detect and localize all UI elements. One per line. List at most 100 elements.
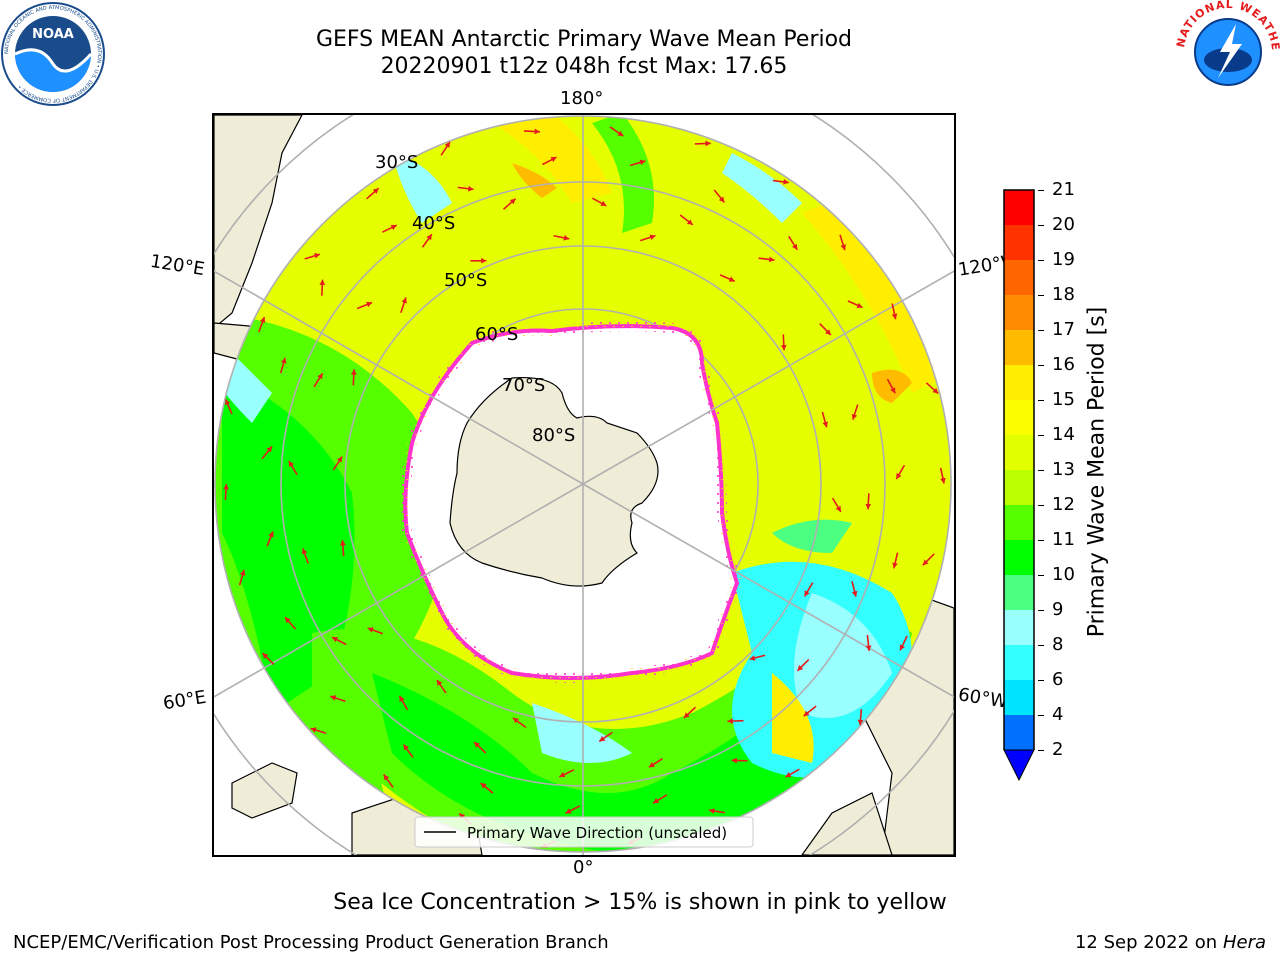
colorbar-tick-mark [1038, 680, 1044, 681]
wave-arrow-head [825, 329, 831, 336]
colorbar-tick-label: 16 [1052, 354, 1075, 375]
legend-label: Primary Wave Direction (unscaled) [467, 824, 727, 842]
antarctica-landmass [449, 376, 659, 587]
colorbar-segment [1004, 575, 1034, 610]
colorbar-tick-mark [1038, 400, 1044, 401]
wave-arrow-head [474, 742, 480, 748]
wave-arrow-head [600, 200, 607, 206]
colorbar-tick-label: 6 [1052, 669, 1064, 690]
map-frame [212, 113, 956, 857]
colorbar-tick-label: 15 [1052, 389, 1075, 410]
wave-arrow-head [865, 645, 872, 651]
wave-arrow-head [534, 128, 540, 135]
wave-arrow-head [366, 301, 373, 308]
wave-arrow-head [223, 484, 229, 490]
colorbar-segment [1004, 715, 1034, 750]
lat-label-50s: 50°S [444, 270, 487, 291]
wave-arrow-head [727, 718, 733, 724]
wave-arrow-head [768, 256, 775, 263]
lat-label-40s: 40°S [412, 213, 455, 234]
wave-arrow-head [857, 719, 864, 726]
wave-arrow-head [301, 548, 308, 555]
colorbar-tick-mark [1038, 715, 1044, 716]
wave-arrow-head [718, 196, 725, 203]
wave-arrow-head [350, 369, 357, 375]
footer-right: 12 Sep 2022 on Hera [1075, 932, 1266, 953]
sea-ice-caption: Sea Ice Concentration > 15% is shown in … [333, 890, 947, 915]
lon-label-60e: 60°E [161, 686, 208, 715]
wave-arrow-head [262, 653, 269, 659]
colorbar-segment [1004, 330, 1034, 365]
wave-arrow-head [288, 461, 294, 468]
wave-arrow-head [856, 302, 863, 308]
wave-arrow-head [317, 373, 323, 380]
colorbar-segment [1004, 190, 1034, 225]
wave-arrow-head [851, 413, 858, 420]
wave-arrow-head [599, 736, 606, 742]
colorbar-tick-label: 12 [1052, 494, 1075, 515]
colorbar-segment [1004, 435, 1034, 470]
wave-arrow-head [783, 179, 789, 185]
wave-arrow-head [709, 808, 715, 814]
lon-label-180: 180° [560, 88, 604, 109]
wave-arrow-head [892, 562, 898, 569]
wave-arrow-head [932, 387, 939, 394]
wave-arrow-head [792, 243, 798, 250]
colorbar-tick-mark [1038, 505, 1044, 506]
wave-arrow-head [797, 665, 804, 671]
lat-label-80s: 80°S [532, 425, 575, 446]
footer-date: 12 Sep 2022 on [1074, 932, 1218, 953]
colorbar-tick-mark [1038, 435, 1044, 436]
wave-arrow-head [314, 253, 320, 259]
noaa-logo-icon: NATIONAL OCEANIC AND ATMOSPHERIC ADMINIS… [1, 2, 105, 106]
wave-arrow-head [436, 679, 443, 686]
colorbar-tick-mark [1038, 190, 1044, 191]
wave-arrow-head [401, 297, 407, 304]
lat-label-70s: 70°S [502, 375, 545, 396]
colorbar-segment [1004, 470, 1034, 505]
wave-arrow-head [403, 744, 409, 751]
wave-arrow-head [896, 473, 902, 480]
wave-arrow-head [399, 695, 405, 702]
wave-arrow-head [686, 219, 693, 225]
wave-arrow-head [653, 797, 660, 804]
wave-arrow-head [467, 185, 474, 192]
wave-arrow-head [285, 617, 291, 624]
chart-title: GEFS MEAN Antarctic Primary Wave Mean Pe… [315, 27, 853, 52]
colorbar-title: Primary Wave Mean Period [s] [1084, 306, 1110, 638]
wave-arrow-head [426, 234, 432, 241]
colorbar-tick-label: 9 [1052, 599, 1064, 620]
wave-arrow-head [550, 157, 557, 163]
wave-arrow-head [481, 257, 487, 264]
wave-arrow-head [835, 505, 841, 512]
colorbar-tick-mark [1038, 750, 1044, 751]
colorbar-tick-mark [1038, 365, 1044, 366]
wave-arrow-head [899, 644, 905, 651]
lat-label-30s: 30°S [375, 152, 418, 173]
colorbar-segment [1004, 540, 1034, 575]
lon-label-120e: 120°E [148, 250, 207, 281]
colorbar-tick-label: 2 [1052, 739, 1064, 760]
wave-arrow-head [785, 771, 792, 778]
colorbar [1003, 189, 1035, 782]
wave-arrow-head [705, 140, 711, 147]
colorbar-segment [1004, 400, 1034, 435]
wave-arrow-head [509, 198, 516, 205]
wave-arrow-head [330, 695, 337, 701]
wave-arrow-head [372, 188, 379, 194]
wave-arrow-head [339, 540, 346, 546]
wave-arrow-head [225, 399, 231, 406]
lat-label-60s: 60°S [475, 324, 518, 345]
wave-arrow-head [266, 446, 273, 453]
wave-arrow-head [940, 477, 946, 484]
wave-arrow-head [891, 313, 898, 320]
wave-arrow-head [851, 590, 858, 597]
wave-arrow-head [749, 655, 756, 661]
colorbar-tick-label: 18 [1052, 284, 1075, 305]
colorbar-tick-label: 14 [1052, 424, 1075, 445]
wave-arrow-head [840, 244, 846, 251]
colorbar-segment [1004, 505, 1034, 540]
wave-arrow-head [649, 234, 656, 241]
map-legend: Primary Wave Direction (unscaled) [414, 816, 754, 848]
colorbar-tick-mark [1038, 295, 1044, 296]
